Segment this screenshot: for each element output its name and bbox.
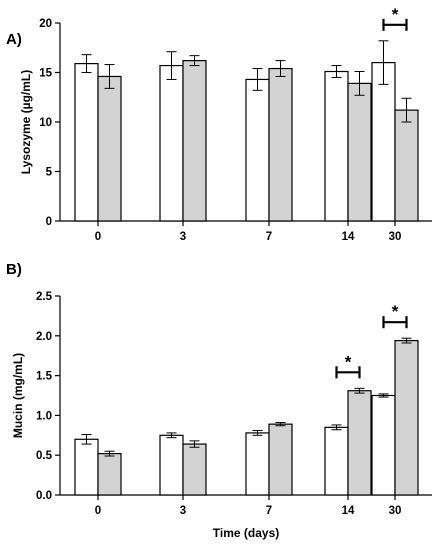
x-tick-label: 14 [342,231,355,243]
x-tick-label: 7 [266,505,272,517]
bar-treatment [347,390,372,496]
x-tick-label: 0 [95,231,101,243]
y-tick-label: 0.5 [36,450,53,462]
bar-treatment [394,339,419,496]
x-tick-label: 30 [389,505,402,517]
y-tick-label: 1.5 [36,371,53,383]
bar-treatment [182,60,207,222]
bar-control [245,432,270,496]
significance-star: * [392,5,399,24]
bar-control [74,438,99,496]
x-tick-label: 7 [266,231,272,243]
y-tick-label: 0.0 [36,490,52,502]
bar-treatment [97,75,122,222]
x-tick-label: 3 [180,231,186,243]
bar-control [371,394,396,496]
x-tick-label: 14 [342,505,355,517]
y-axis-title: Mucin (mg/mL) [11,353,25,438]
bar-control [74,62,99,222]
bar-control [245,78,270,222]
y-tick-label: 2.0 [36,331,52,343]
x-axis-title: Time (days) [213,526,279,540]
bar-treatment [182,443,207,496]
panel-label: B) [6,261,22,278]
y-tick-label: 15 [39,68,52,80]
bar-control [159,64,184,222]
y-tick-label: 10 [39,117,52,129]
x-tick-label: 3 [180,505,186,517]
y-tick-label: 0 [46,216,52,228]
bar-treatment [394,109,419,222]
x-tick-label: 0 [95,505,101,517]
y-tick-label: 1.0 [36,410,52,422]
significance-star: * [345,352,352,371]
y-tick-label: 20 [39,18,52,30]
bar-treatment [97,453,122,496]
y-tick-label: 5 [46,167,53,179]
bar-treatment [347,82,372,222]
panel-b: B) 0.0 0.5 1.0 1.5 2.0 2.5 Mucin (mg/mL) 0 3 7 14 30… [6,261,432,540]
panel-label: A) [6,31,22,48]
significance-star: * [392,302,399,321]
x-tick-label: 30 [389,231,402,243]
bar-control [371,61,396,222]
bar-control [324,426,349,496]
y-axis-title: Lysozyme (µg/mL) [19,70,33,174]
bar-control [324,70,349,222]
panel-a: A) 0 5 10 15 20 Lysozyme (µg/mL) 0 3 7 14 30 * [6,5,432,243]
bar-treatment [268,67,293,222]
bar-control [159,434,184,496]
bar-treatment [268,423,293,496]
y-tick-label: 2.5 [36,291,53,303]
